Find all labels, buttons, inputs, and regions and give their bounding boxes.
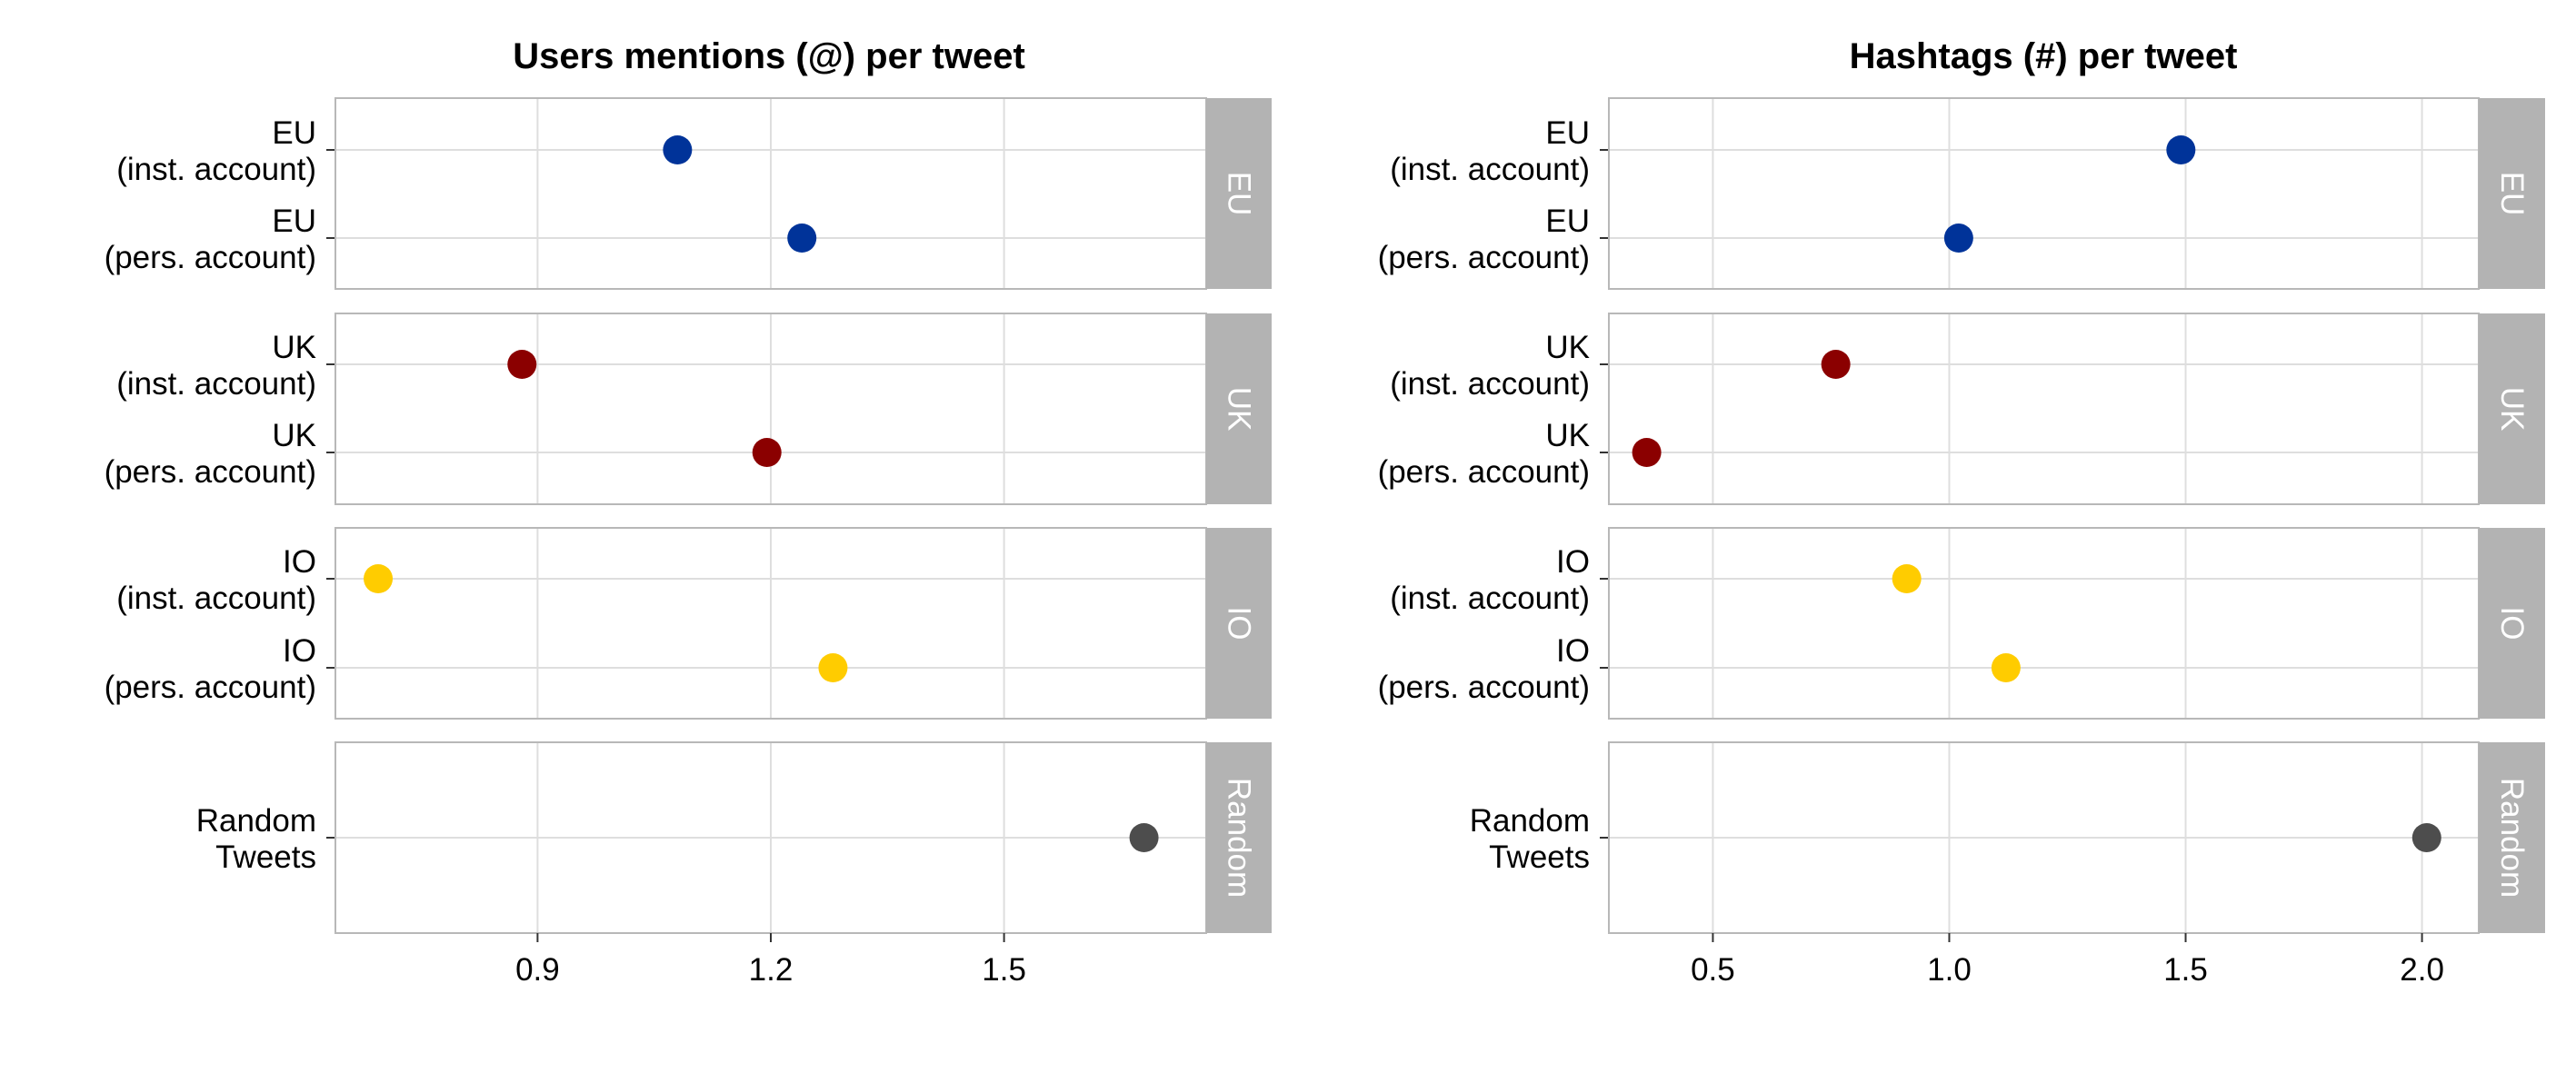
facet-strip-label: IO (2494, 607, 2530, 641)
y-tick-label: EU (1545, 115, 1590, 151)
data-point (1943, 224, 1973, 253)
chart-title: Hashtags (#) per tweet (1850, 36, 2238, 76)
y-tick-label: (pers. account) (105, 240, 316, 275)
data-point (1892, 564, 1922, 593)
facet-panel (1609, 528, 2479, 719)
y-tick-label: (inst. account) (1390, 152, 1590, 187)
data-point (663, 135, 693, 164)
y-tick-label: UK (272, 330, 316, 365)
y-tick-label: UK (1545, 418, 1590, 453)
y-tick-label: IO (1556, 633, 1590, 669)
y-tick-label: (inst. account) (116, 152, 316, 187)
facet-panel (1609, 98, 2479, 289)
x-tick-label: 0.9 (515, 952, 560, 988)
data-point (364, 564, 394, 593)
y-tick-label: (pers. account) (105, 454, 316, 490)
y-tick-label: EU (272, 115, 316, 151)
facet-strip (2479, 313, 2545, 504)
y-tick-label: IO (283, 544, 316, 580)
data-point (1129, 823, 1159, 852)
y-tick-label: (pers. account) (105, 670, 316, 705)
y-tick-label: (pers. account) (1378, 454, 1590, 490)
y-tick-label: Tweets (215, 840, 316, 875)
data-point (2166, 135, 2196, 164)
y-tick-label: UK (1545, 330, 1590, 365)
y-tick-label: (inst. account) (1390, 581, 1590, 616)
x-tick-label: 1.5 (982, 952, 1026, 988)
data-point (1632, 438, 1662, 467)
y-tick-label: (inst. account) (116, 366, 316, 402)
facet-strip (2479, 98, 2545, 289)
y-tick-label: UK (272, 418, 316, 453)
y-tick-label: IO (1556, 544, 1590, 580)
x-tick-label: 1.5 (2163, 952, 2208, 988)
facet-strip-label: EU (1222, 172, 1257, 216)
x-tick-label: 1.0 (1927, 952, 1972, 988)
data-point (507, 350, 537, 379)
x-tick-label: 1.2 (749, 952, 794, 988)
y-tick-label: EU (1545, 204, 1590, 239)
y-tick-label: (pers. account) (1378, 240, 1590, 275)
facet-strip (1206, 742, 1272, 933)
y-tick-label: IO (283, 633, 316, 669)
y-tick-label: Tweets (1489, 840, 1590, 875)
facet-strip (1206, 313, 1272, 504)
y-tick-label: Random (1470, 803, 1590, 839)
facet-strip-label: UK (1222, 387, 1257, 432)
facet-strip-label: Random (2494, 778, 2530, 898)
facet-strip (2479, 742, 2545, 933)
facet-strip-label: Random (1222, 778, 1257, 898)
x-tick-label: 2.0 (2400, 952, 2444, 988)
facet-strip-label: IO (1222, 607, 1257, 641)
facet-strip (1206, 98, 1272, 289)
facet-strip (1206, 528, 1272, 719)
y-tick-label: (pers. account) (1378, 670, 1590, 705)
y-tick-label: Random (196, 803, 316, 839)
data-point (1991, 653, 2021, 682)
x-tick-label: 0.5 (1691, 952, 1735, 988)
chart-title: Users mentions (@) per tweet (513, 36, 1025, 76)
facet-strip (2479, 528, 2545, 719)
facet-strip-label: UK (2494, 387, 2530, 432)
data-point (818, 653, 848, 682)
y-tick-label: EU (272, 204, 316, 239)
y-tick-label: (inst. account) (1390, 366, 1590, 402)
facet-panel (1609, 313, 2479, 504)
data-point (787, 224, 817, 253)
data-point (752, 438, 782, 467)
data-point (1821, 350, 1851, 379)
facet-strip-label: EU (2494, 172, 2530, 216)
y-tick-label: (inst. account) (116, 581, 316, 616)
data-point (2411, 823, 2441, 852)
